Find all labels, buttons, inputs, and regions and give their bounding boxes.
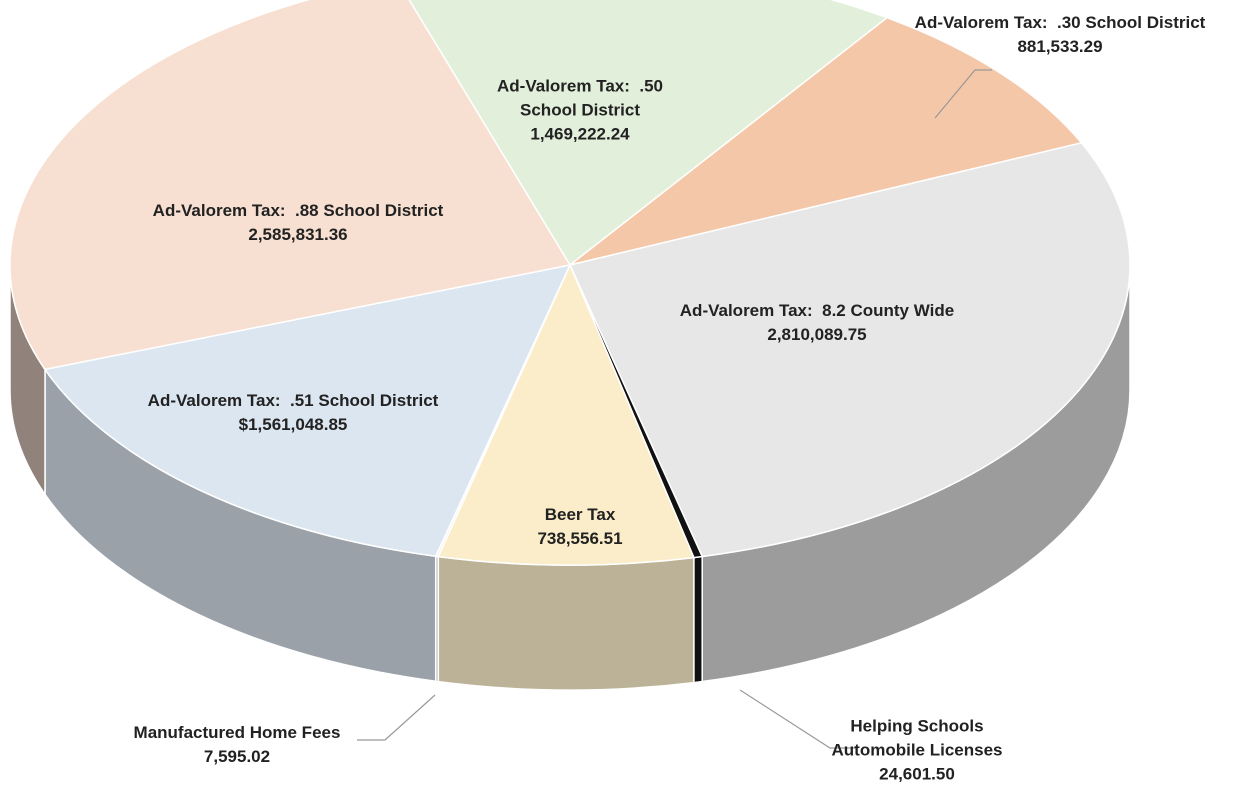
slice-side <box>437 555 695 691</box>
data-label: Manufactured Home Fees 7,595.02 <box>87 721 387 769</box>
data-label: Ad-Valorem Tax: .50 School District 1,469… <box>480 74 680 145</box>
value-label: 1,469,222.24 <box>530 123 630 143</box>
value-label: 2,810,089.75 <box>767 325 867 344</box>
leader-line <box>357 694 436 741</box>
value-label: 7,595.02 <box>203 747 271 766</box>
data-label: Ad-Valorem Tax: .51 School District $1,56… <box>93 389 493 437</box>
category-label: Beer Tax <box>544 505 616 525</box>
data-label: Beer Tax 738,556.51 <box>500 503 660 551</box>
data-label: Helping Schools Automobile Licenses 24,60… <box>827 714 1007 785</box>
value-label: $1,561,048.85 <box>238 415 348 434</box>
leader-line <box>739 689 858 749</box>
category-label: Helping Schools Automobile Licenses <box>831 716 1003 760</box>
category-label: Manufactured Home Fees <box>133 723 341 743</box>
slice <box>43 263 572 558</box>
data-label: Ad-Valorem Tax: .30 School District 881,5… <box>860 11 1249 59</box>
slice-side <box>693 555 703 684</box>
category-label: Ad-Valorem Tax: .51 School District <box>147 391 439 411</box>
value-label: 738,556.51 <box>537 529 623 548</box>
slice <box>437 263 695 566</box>
slice <box>569 16 1083 266</box>
value-label: 2,585,831.36 <box>248 225 348 244</box>
value-label: 24,601.50 <box>879 763 955 783</box>
data-label: Ad-Valorem Tax: .88 School District 2,585… <box>98 199 498 247</box>
category-label: Ad-Valorem Tax: .30 School District <box>914 13 1206 33</box>
data-label: Ad-Valorem Tax: 8.2 County Wide 2,810,089… <box>617 299 1017 347</box>
category-label: Ad-Valorem Tax: .50 School District <box>497 76 668 120</box>
leader-line <box>934 69 992 119</box>
value-label: 881,533.29 <box>1017 37 1103 56</box>
category-label: Ad-Valorem Tax: .88 School District <box>152 201 444 221</box>
slice <box>9 0 572 371</box>
slice <box>408 0 889 267</box>
slice <box>568 141 1131 558</box>
category-label: Ad-Valorem Tax: 8.2 County Wide <box>679 301 955 321</box>
